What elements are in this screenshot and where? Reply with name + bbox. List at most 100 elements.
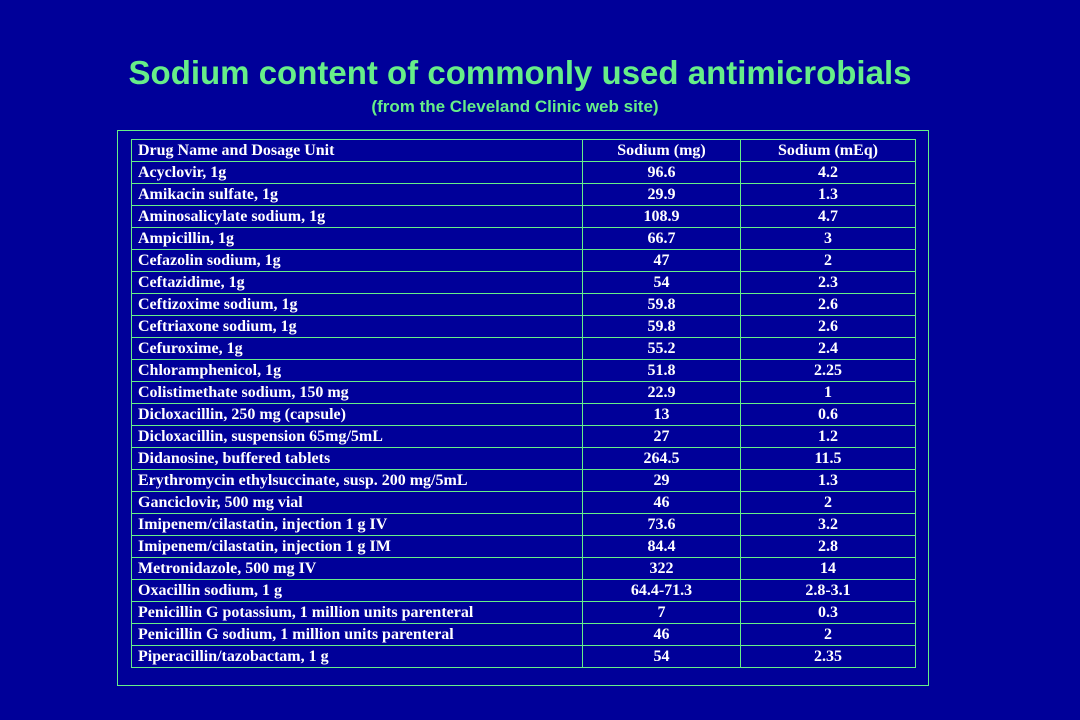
drug-name-cell: Amikacin sulfate, 1g [131,183,583,206]
sodium-mg-cell: 54 [582,645,741,668]
sodium-mg-cell: 96.6 [582,161,741,184]
drug-name-cell: Metronidazole, 500 mg IV [131,557,583,580]
sodium-meq-cell: 4.7 [740,205,916,228]
table-frame [117,130,929,686]
table-row: Penicillin G potassium, 1 million units … [131,601,916,624]
sodium-meq-cell: 2.6 [740,315,916,338]
sodium-meq-cell: 1.2 [740,425,916,448]
drug-name-cell: Dicloxacillin, suspension 65mg/5mL [131,425,583,448]
drug-name-cell: Ampicillin, 1g [131,227,583,250]
table-row: Colistimethate sodium, 150 mg 22.9 1 [131,381,916,404]
slide-subtitle: (from the Cleveland Clinic web site) [371,97,659,116]
drug-name-cell: Ganciclovir, 500 mg vial [131,491,583,514]
drug-name-cell: Ceftizoxime sodium, 1g [131,293,583,316]
sodium-meq-cell: 2.3 [740,271,916,294]
drug-name-cell: Didanosine, buffered tablets [131,447,583,470]
sodium-mg-cell: 46 [582,623,741,646]
drug-name-cell: Penicillin G sodium, 1 million units par… [131,623,583,646]
table-row: Dicloxacillin, 250 mg (capsule) 13 0.6 [131,403,916,426]
table-row: Dicloxacillin, suspension 65mg/5mL 27 1.2 [131,425,916,448]
sodium-meq-cell: 11.5 [740,447,916,470]
sodium-meq-cell: 4.2 [740,161,916,184]
sodium-meq-cell: 2 [740,623,916,646]
table-row: Aminosalicylate sodium, 1g 108.9 4.7 [131,205,916,228]
drug-name-cell: Piperacillin/tazobactam, 1 g [131,645,583,668]
sodium-content-table: Drug Name and Dosage Unit Sodium (mg) So… [131,139,916,668]
sodium-meq-cell: 1.3 [740,469,916,492]
drug-name-cell: Aminosalicylate sodium, 1g [131,205,583,228]
drug-name-cell: Colistimethate sodium, 150 mg [131,381,583,404]
table-row: Ganciclovir, 500 mg vial 46 2 [131,491,916,514]
sodium-meq-cell: 0.3 [740,601,916,624]
table-row: Didanosine, buffered tablets 264.5 11.5 [131,447,916,470]
sodium-mg-cell: 73.6 [582,513,741,536]
sodium-meq-cell: 2 [740,491,916,514]
sodium-mg-cell: 46 [582,491,741,514]
sodium-mg-cell: 47 [582,249,741,272]
drug-name-cell: Erythromycin ethylsuccinate, susp. 200 m… [131,469,583,492]
table-row: Ceftriaxone sodium, 1g 59.8 2.6 [131,315,916,338]
sodium-meq-cell: 3 [740,227,916,250]
drug-name-cell: Cefazolin sodium, 1g [131,249,583,272]
table-header-row: Drug Name and Dosage Unit Sodium (mg) So… [131,139,916,162]
table-row: Metronidazole, 500 mg IV 322 14 [131,557,916,580]
sodium-mg-cell: 64.4-71.3 [582,579,741,602]
sodium-mg-cell: 59.8 [582,293,741,316]
drug-name-cell: Dicloxacillin, 250 mg (capsule) [131,403,583,426]
sodium-mg-cell: 29.9 [582,183,741,206]
sodium-meq-cell: 3.2 [740,513,916,536]
sodium-meq-cell: 2.25 [740,359,916,382]
table-row: Amikacin sulfate, 1g 29.9 1.3 [131,183,916,206]
sodium-mg-cell: 54 [582,271,741,294]
table-row: Cefazolin sodium, 1g 47 2 [131,249,916,272]
drug-name-cell: Imipenem/cilastatin, injection 1 g IM [131,535,583,558]
sodium-meq-cell: 2.35 [740,645,916,668]
sodium-mg-cell: 55.2 [582,337,741,360]
sodium-mg-cell: 108.9 [582,205,741,228]
sodium-mg-cell: 7 [582,601,741,624]
sodium-meq-cell: 2.8 [740,535,916,558]
sodium-mg-cell: 29 [582,469,741,492]
table-row: Cefuroxime, 1g 55.2 2.4 [131,337,916,360]
table-row: Ampicillin, 1g 66.7 3 [131,227,916,250]
sodium-meq-cell: 0.6 [740,403,916,426]
drug-name-cell: Cefuroxime, 1g [131,337,583,360]
sodium-mg-cell: 22.9 [582,381,741,404]
drug-name-cell: Chloramphenicol, 1g [131,359,583,382]
table-row: Erythromycin ethylsuccinate, susp. 200 m… [131,469,916,492]
table-row: Acyclovir, 1g 96.6 4.2 [131,161,916,184]
drug-name-cell: Ceftriaxone sodium, 1g [131,315,583,338]
sodium-meq-cell: 1.3 [740,183,916,206]
table-row: Ceftizoxime sodium, 1g 59.8 2.6 [131,293,916,316]
table-row: Imipenem/cilastatin, injection 1 g IV 73.… [131,513,916,536]
table-row: Penicillin G sodium, 1 million units par… [131,623,916,646]
table-row: Chloramphenicol, 1g 51.8 2.25 [131,359,916,382]
sodium-meq-cell: 2.8-3.1 [740,579,916,602]
slide-title: Sodium content of commonly used antimicr… [128,54,912,91]
sodium-mg-cell: 322 [582,557,741,580]
table-row: Piperacillin/tazobactam, 1 g 54 2.35 [131,645,916,668]
sodium-mg-cell: 59.8 [582,315,741,338]
sodium-mg-cell: 84.4 [582,535,741,558]
sodium-meq-cell: 2.6 [740,293,916,316]
sodium-meq-cell: 2 [740,249,916,272]
table-row: Ceftazidime, 1g 54 2.3 [131,271,916,294]
sodium-mg-cell: 13 [582,403,741,426]
sodium-meq-cell: 14 [740,557,916,580]
sodium-mg-cell: 66.7 [582,227,741,250]
table-row: Imipenem/cilastatin, injection 1 g IM 84.… [131,535,916,558]
sodium-mg-cell: 51.8 [582,359,741,382]
drug-name-cell: Oxacillin sodium, 1 g [131,579,583,602]
sodium-meq-cell: 2.4 [740,337,916,360]
sodium-meq-cell: 1 [740,381,916,404]
table-row: Oxacillin sodium, 1 g 64.4-71.3 2.8-3.1 [131,579,916,602]
drug-name-cell: Penicillin G potassium, 1 million units … [131,601,583,624]
drug-name-cell: Ceftazidime, 1g [131,271,583,294]
sodium-mg-cell: 27 [582,425,741,448]
header-sodium-meq: Sodium (mEq) [740,139,916,162]
header-drug-name: Drug Name and Dosage Unit [131,139,583,162]
drug-name-cell: Acyclovir, 1g [131,161,583,184]
header-sodium-mg: Sodium (mg) [582,139,741,162]
table-body: Acyclovir, 1g 96.6 4.2 Amikacin sulfate, 1g… [131,161,916,668]
drug-name-cell: Imipenem/cilastatin, injection 1 g IV [131,513,583,536]
